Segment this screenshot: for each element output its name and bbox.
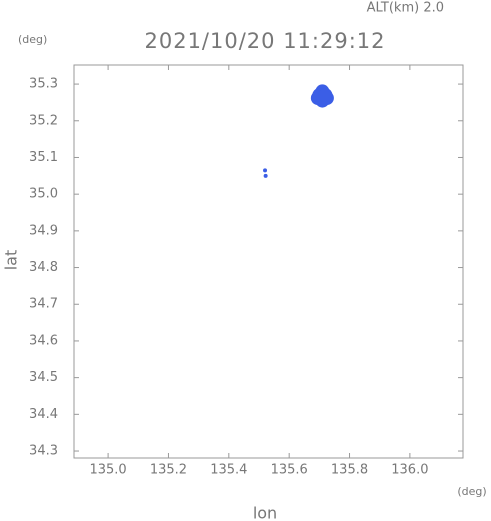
y-tick-label: 34.8 [29, 260, 58, 275]
echo-point [263, 168, 268, 173]
y-tick-label: 35.3 [29, 77, 58, 92]
y-tick-label: 34.4 [29, 407, 58, 422]
x-tick-label: 135.2 [150, 463, 187, 478]
y-tick-label: 34.3 [29, 444, 58, 459]
x-unit: (deg) [457, 485, 486, 498]
x-axis-label: lon [253, 504, 277, 521]
y-tick-label: 35.2 [29, 113, 58, 128]
echo-point [318, 88, 333, 103]
y-tick-label: 34.6 [29, 333, 58, 348]
y-tick-label: 34.5 [29, 370, 58, 385]
echo-point [263, 173, 268, 178]
y-axis-label: lat [2, 250, 21, 271]
x-tick-label: 135.0 [89, 463, 126, 478]
y-tick-label: 35.0 [29, 187, 58, 202]
y-tick-label: 35.1 [29, 150, 58, 165]
x-tick-label: 135.4 [210, 463, 247, 478]
plot-frame [73, 64, 464, 459]
x-tick-label: 135.8 [331, 463, 368, 478]
y-unit: (deg) [18, 33, 47, 46]
y-tick-label: 34.9 [29, 223, 58, 238]
x-tick-label: 136.0 [391, 463, 428, 478]
y-tick-label: 34.7 [29, 297, 58, 312]
x-tick-label: 135.6 [271, 463, 308, 478]
chart-title: 2021/10/20 11:29:12 [144, 29, 385, 53]
subtitle: ALT(km) 2.0 [367, 1, 444, 16]
